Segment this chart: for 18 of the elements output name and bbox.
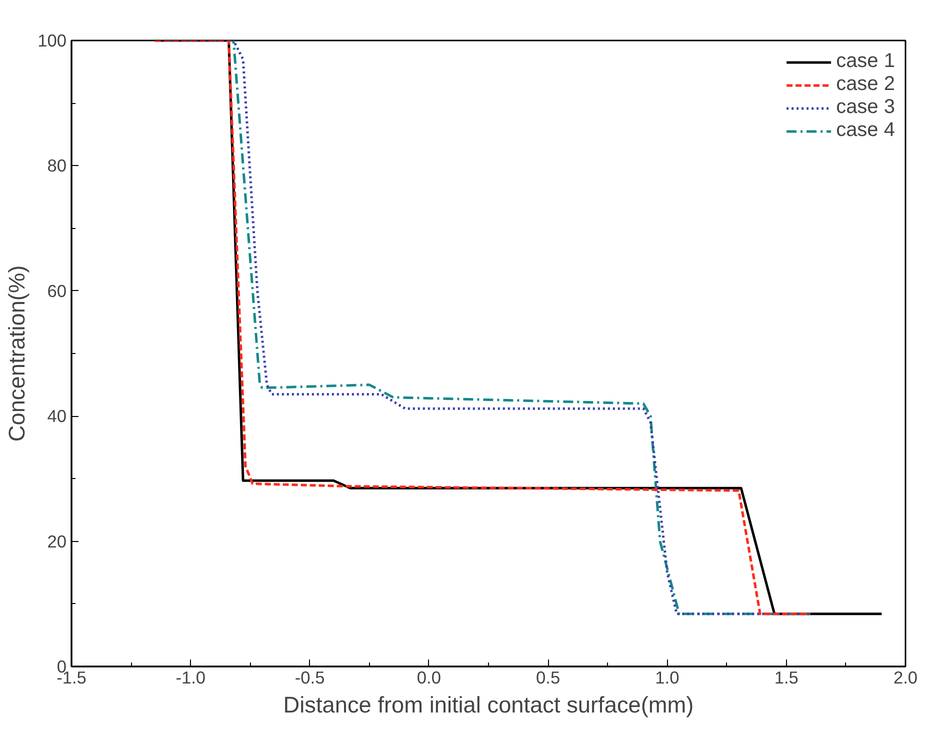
x-tick-label: 1.5	[774, 668, 798, 688]
legend-label: case 4	[836, 119, 895, 142]
legend-label: case 3	[836, 96, 895, 119]
y-tick-label: 40	[47, 406, 67, 426]
x-tick-label: -0.5	[294, 668, 325, 688]
legend-label: case 1	[836, 50, 895, 73]
legend-label: case 2	[836, 73, 895, 96]
x-tick-label: 2.0	[893, 668, 918, 688]
y-tick-label: 60	[47, 280, 67, 301]
x-tick-label: 0.0	[416, 668, 441, 688]
y-axis-title: Concentration(%)	[4, 265, 30, 442]
x-tick-label: -1.0	[176, 668, 206, 688]
x-tick-label: 1.0	[655, 668, 680, 688]
y-tick-label: 100	[38, 30, 67, 50]
x-tick-label: 0.5	[536, 668, 560, 688]
y-tick-label: 20	[47, 531, 67, 552]
y-tick-label: 80	[47, 156, 67, 176]
x-axis-title: Distance from initial contact surface(mm)	[283, 692, 694, 718]
